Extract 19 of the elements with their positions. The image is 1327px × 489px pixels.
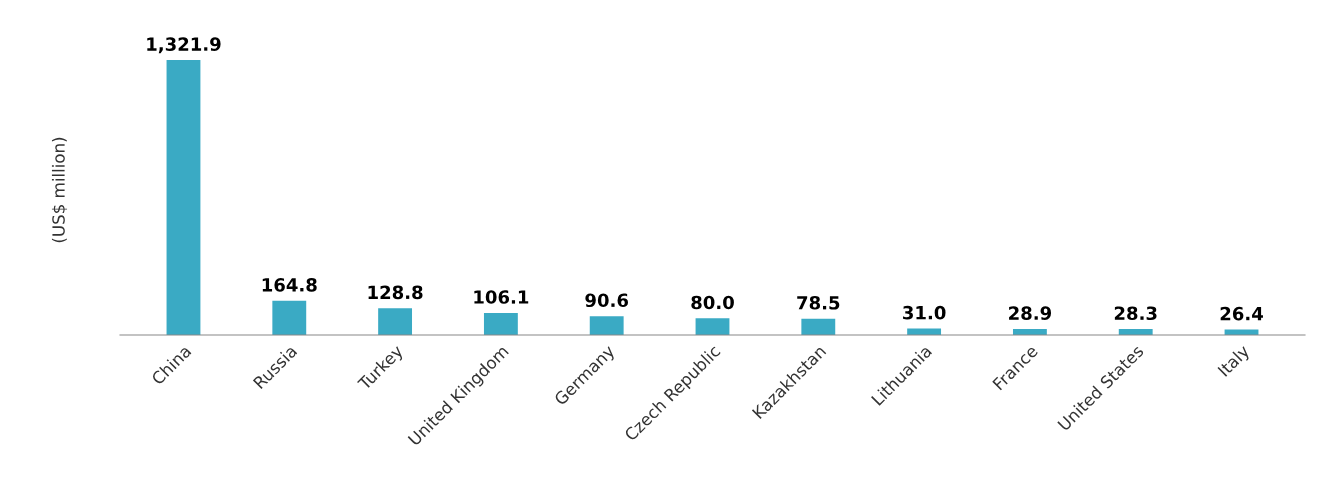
- data-label: 28.3: [1114, 306, 1157, 321]
- bar: [378, 308, 413, 335]
- bar: [801, 318, 836, 335]
- data-label: 90.6: [585, 293, 628, 308]
- bar: [589, 316, 624, 335]
- data-label: 106.1: [474, 290, 529, 304]
- bar: [166, 60, 201, 335]
- data-label: 26.4: [1220, 306, 1263, 321]
- bar: [272, 300, 307, 335]
- data-label: 31.0: [903, 305, 946, 320]
- data-label: 78.5: [797, 295, 840, 310]
- y-axis-title: (US$ million): [51, 137, 68, 243]
- bar: [483, 312, 518, 335]
- data-label: 128.8: [368, 285, 423, 300]
- data-label: 80.0: [691, 295, 734, 310]
- data-label: 164.8: [262, 278, 317, 292]
- bar: [695, 318, 730, 335]
- data-label: 1,321.9: [147, 37, 221, 54]
- data-label: 28.9: [1009, 306, 1052, 320]
